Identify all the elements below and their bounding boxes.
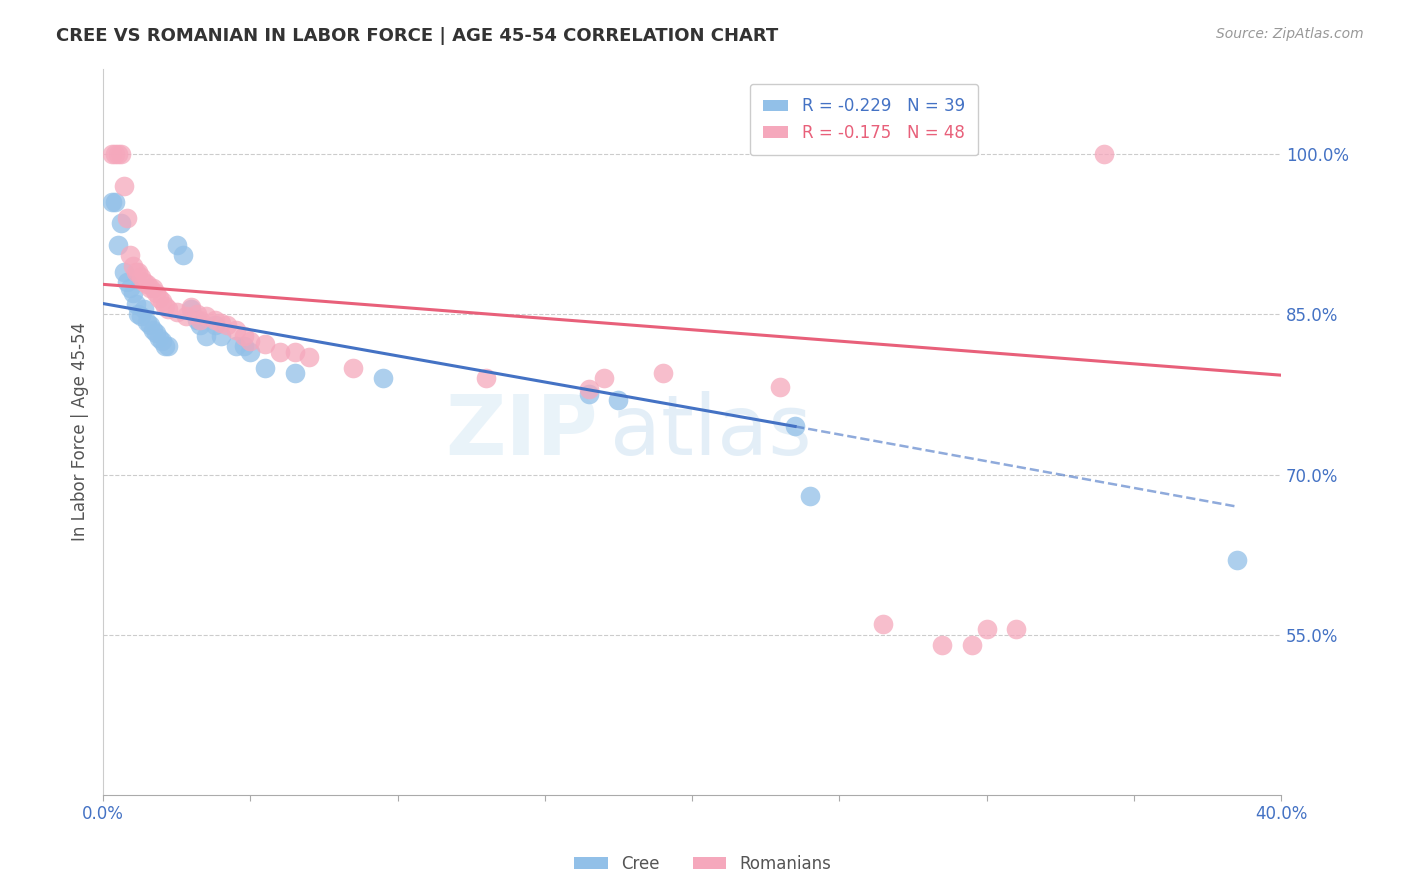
Point	[172, 248, 194, 262]
Point	[107, 237, 129, 252]
Point	[142, 280, 165, 294]
Text: CREE VS ROMANIAN IN LABOR FORCE | AGE 45-54 CORRELATION CHART: CREE VS ROMANIAN IN LABOR FORCE | AGE 45…	[56, 27, 779, 45]
Point	[166, 305, 188, 319]
Point	[254, 360, 277, 375]
Point	[180, 301, 202, 316]
Point	[115, 275, 138, 289]
Point	[209, 328, 232, 343]
Point	[769, 380, 792, 394]
Point	[607, 392, 630, 407]
Point	[592, 371, 614, 385]
Point	[578, 382, 600, 396]
Point	[110, 147, 132, 161]
Point	[166, 237, 188, 252]
Point	[131, 269, 153, 284]
Point	[107, 147, 129, 161]
Legend: R = -0.229   N = 39, R = -0.175   N = 48: R = -0.229 N = 39, R = -0.175 N = 48	[749, 84, 979, 155]
Point	[139, 318, 162, 332]
Text: atlas: atlas	[610, 392, 811, 472]
Point	[195, 310, 218, 324]
Point	[136, 277, 159, 292]
Point	[145, 326, 167, 341]
Y-axis label: In Labor Force | Age 45-54: In Labor Force | Age 45-54	[72, 322, 89, 541]
Point	[153, 299, 176, 313]
Point	[578, 387, 600, 401]
Point	[785, 419, 807, 434]
Point	[204, 312, 226, 326]
Point	[142, 323, 165, 337]
Point	[150, 334, 173, 348]
Point	[188, 318, 211, 332]
Point	[134, 275, 156, 289]
Point	[104, 147, 127, 161]
Point	[225, 339, 247, 353]
Point	[115, 211, 138, 226]
Legend: Cree, Romanians: Cree, Romanians	[568, 848, 838, 880]
Point	[233, 339, 256, 353]
Point	[976, 623, 998, 637]
Point	[180, 300, 202, 314]
Point	[931, 639, 953, 653]
Point	[1226, 553, 1249, 567]
Point	[131, 310, 153, 324]
Text: ZIP: ZIP	[446, 392, 598, 472]
Point	[342, 360, 364, 375]
Point	[283, 366, 305, 380]
Point	[1092, 147, 1115, 161]
Point	[153, 339, 176, 353]
Point	[124, 296, 146, 310]
Point	[239, 334, 262, 348]
Text: Source: ZipAtlas.com: Source: ZipAtlas.com	[1216, 27, 1364, 41]
Point	[475, 371, 498, 385]
Point	[195, 328, 218, 343]
Point	[134, 301, 156, 316]
Point	[156, 339, 179, 353]
Point	[188, 312, 211, 326]
Point	[110, 216, 132, 230]
Point	[150, 294, 173, 309]
Point	[233, 328, 256, 343]
Point	[186, 312, 208, 326]
Point	[148, 331, 170, 345]
Point	[371, 371, 394, 385]
Point	[118, 248, 141, 262]
Point	[1005, 623, 1028, 637]
Point	[209, 316, 232, 330]
Point	[186, 307, 208, 321]
Point	[112, 264, 135, 278]
Point	[960, 639, 983, 653]
Point	[174, 310, 197, 324]
Point	[204, 318, 226, 332]
Point	[118, 280, 141, 294]
Point	[124, 264, 146, 278]
Point	[104, 195, 127, 210]
Point	[136, 315, 159, 329]
Point	[112, 179, 135, 194]
Point	[215, 318, 238, 332]
Point	[121, 285, 143, 300]
Point	[799, 489, 821, 503]
Point	[872, 617, 894, 632]
Point	[156, 301, 179, 316]
Point	[269, 344, 291, 359]
Point	[101, 195, 124, 210]
Point	[239, 344, 262, 359]
Point	[651, 366, 673, 380]
Point	[145, 285, 167, 300]
Point	[283, 344, 305, 359]
Point	[298, 350, 321, 364]
Point	[225, 323, 247, 337]
Point	[127, 307, 149, 321]
Point	[127, 264, 149, 278]
Point	[121, 259, 143, 273]
Point	[101, 147, 124, 161]
Point	[254, 337, 277, 351]
Point	[148, 291, 170, 305]
Point	[139, 280, 162, 294]
